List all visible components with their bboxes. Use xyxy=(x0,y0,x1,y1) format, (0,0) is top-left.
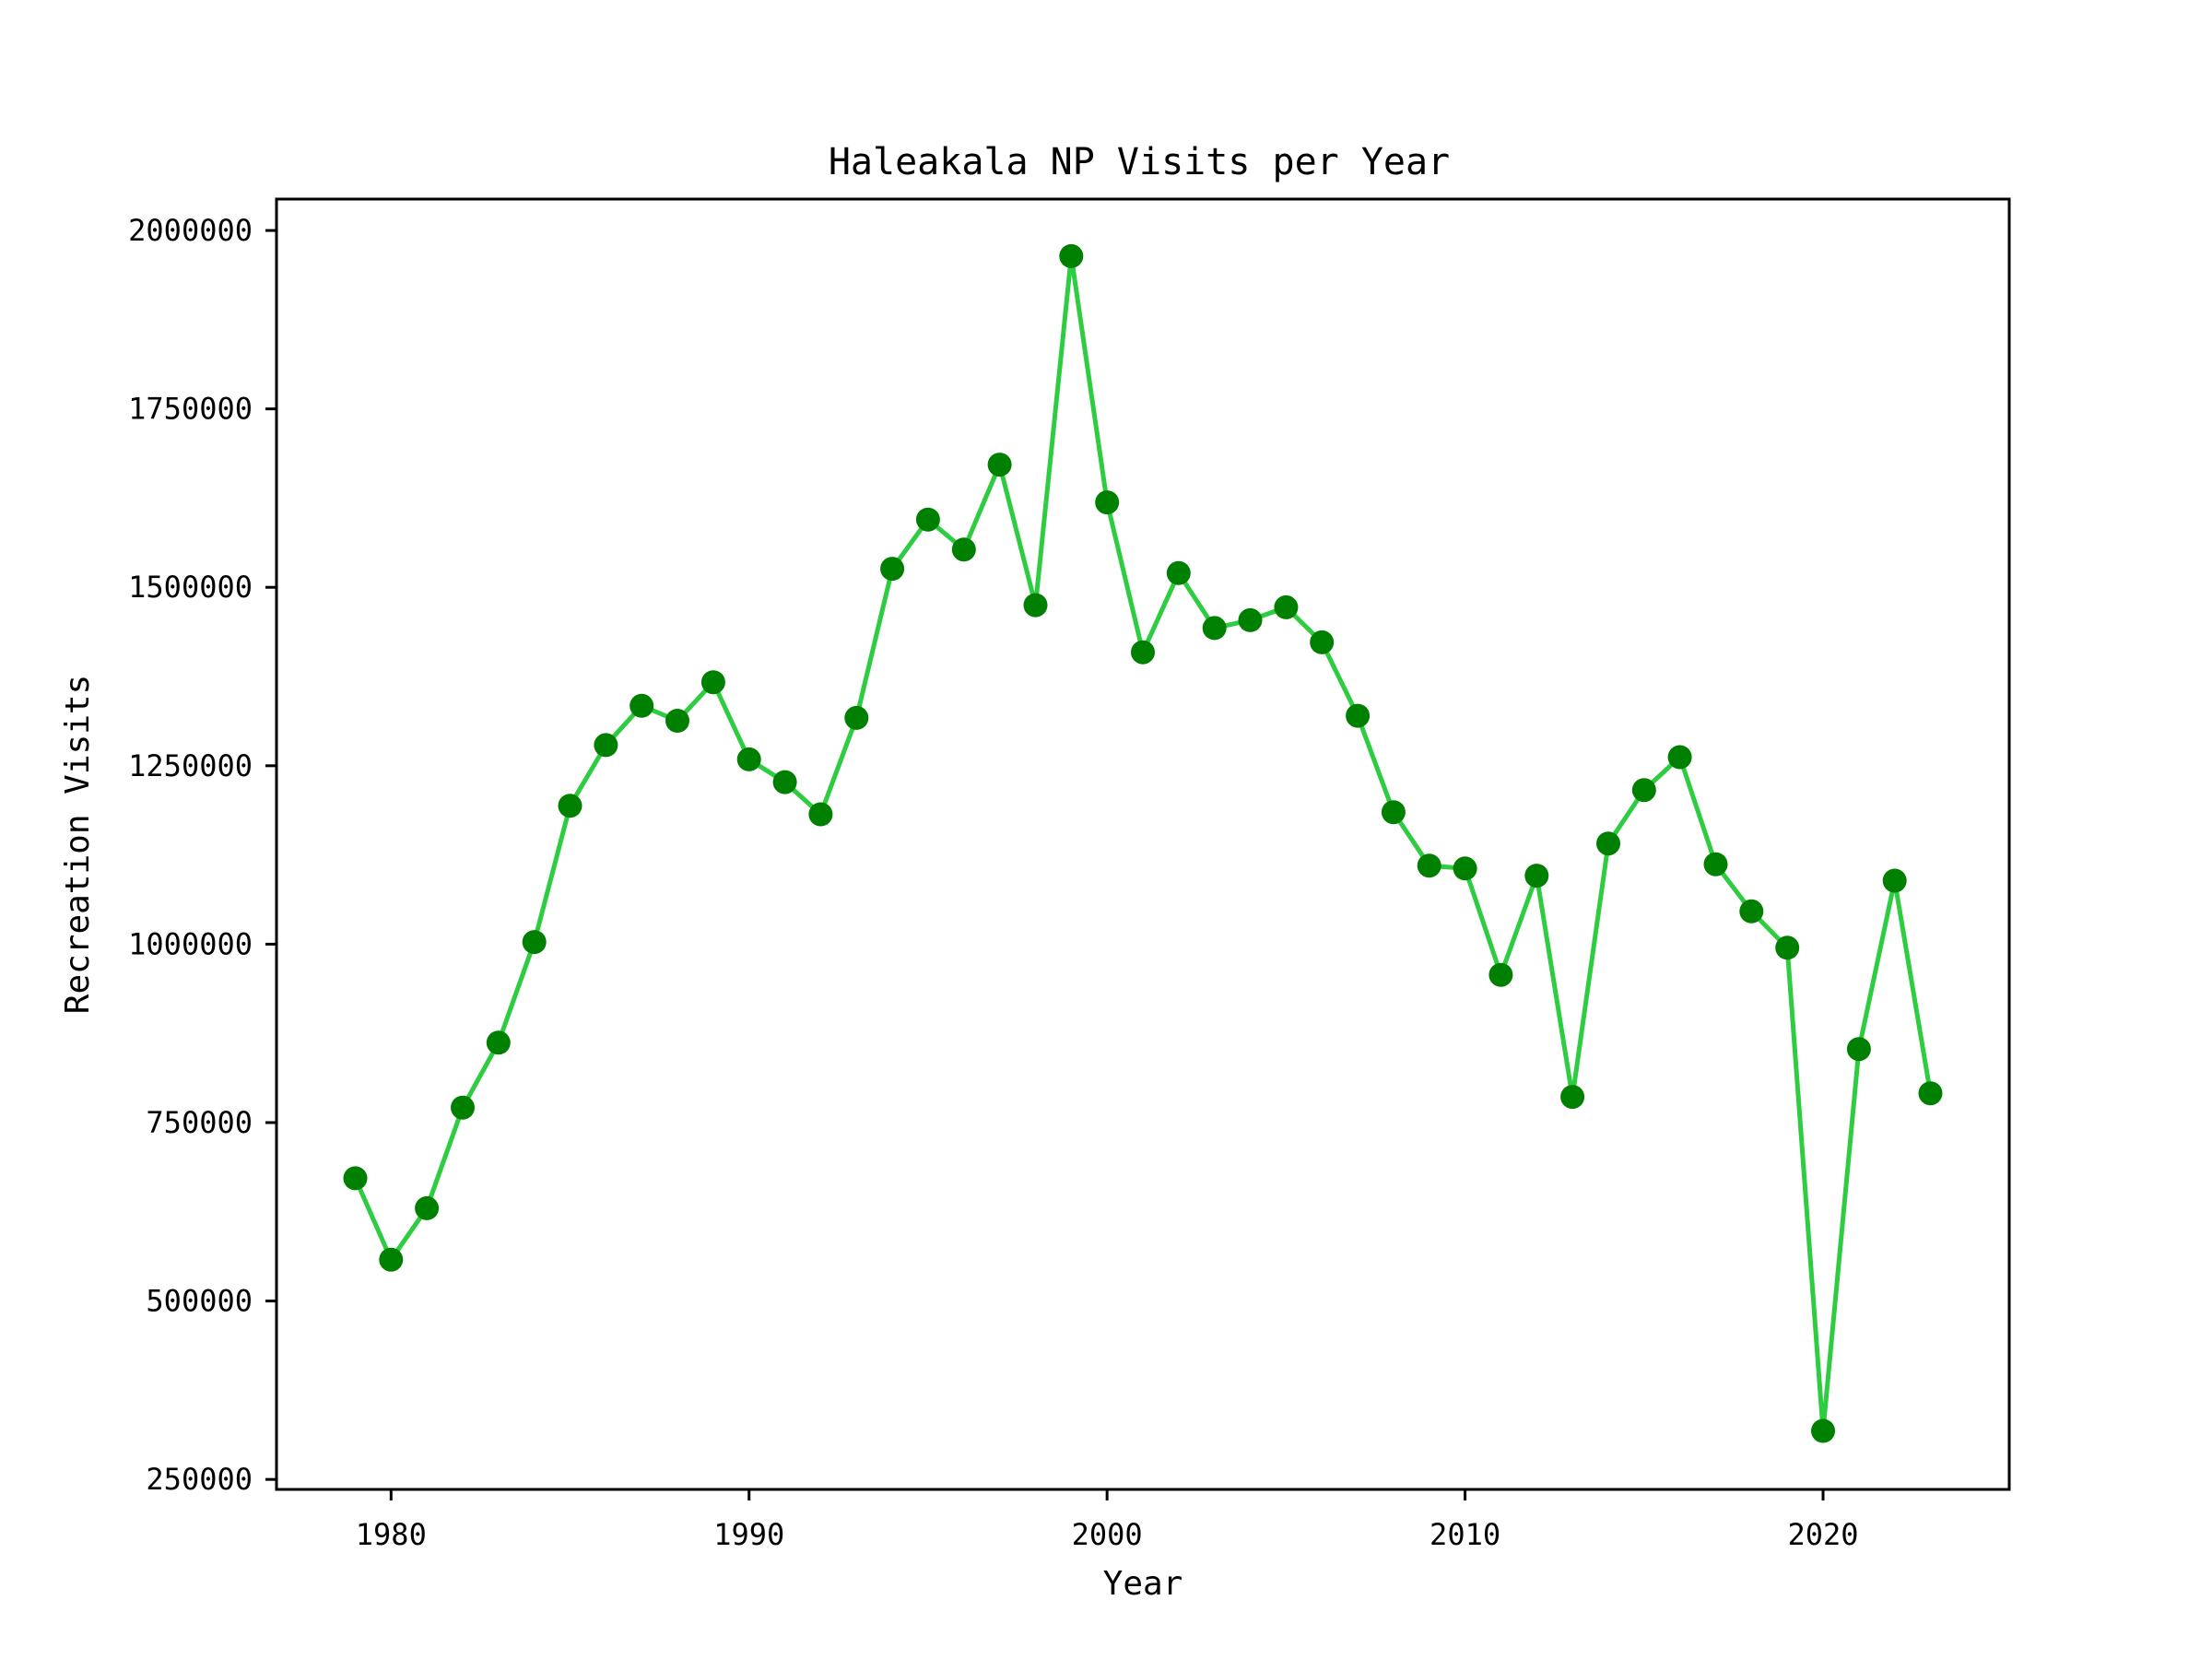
data-point-1995 xyxy=(915,507,940,532)
axes-frame xyxy=(275,197,2011,1491)
data-point-1994 xyxy=(880,557,905,582)
data-point-1980 xyxy=(379,1247,404,1272)
y-tick-label: 500000 xyxy=(146,1284,253,1319)
data-point-2023 xyxy=(1918,1081,1943,1106)
y-axis-label: Recreation Visits xyxy=(59,675,97,1014)
data-point-1982 xyxy=(451,1095,475,1120)
x-axis: 1980 1990 2000 2010 2020 xyxy=(356,1489,1859,1552)
data-point-2017 xyxy=(1703,852,1728,877)
data-point-2020 xyxy=(1811,1418,1835,1443)
y-tick-label: 2000000 xyxy=(128,213,253,248)
data-point-1987 xyxy=(629,693,654,718)
y-tick-label: 1500000 xyxy=(128,570,253,605)
data-point-2003 xyxy=(1202,616,1227,641)
data-point-2016 xyxy=(1667,745,1692,770)
data-point-2014 xyxy=(1596,831,1620,856)
data-point-2007 xyxy=(1346,703,1371,728)
data-point-1993 xyxy=(844,705,869,730)
data-point-2001 xyxy=(1131,640,1155,665)
data-point-2004 xyxy=(1238,607,1263,632)
data-point-1989 xyxy=(700,670,725,695)
data-point-2008 xyxy=(1381,800,1406,825)
data-point-2000 xyxy=(1095,490,1120,515)
data-point-1981 xyxy=(415,1195,440,1220)
y-tick-label: 250000 xyxy=(146,1462,253,1497)
data-point-2005 xyxy=(1274,594,1299,619)
data-point-2022 xyxy=(1882,868,1907,893)
data-point-2010 xyxy=(1453,856,1477,881)
data-point-1986 xyxy=(594,733,618,758)
x-axis-label: Year xyxy=(1103,1565,1183,1603)
series-markers xyxy=(343,243,1943,1443)
x-tick-label: 2010 xyxy=(1430,1517,1500,1552)
data-point-1991 xyxy=(772,770,797,794)
data-point-1983 xyxy=(486,1030,511,1055)
chart-title: Haleakala NP Visits per Year xyxy=(829,141,1450,183)
data-point-2019 xyxy=(1775,935,1800,960)
y-tick-label: 750000 xyxy=(146,1105,253,1140)
data-point-2011 xyxy=(1488,962,1513,987)
data-point-1988 xyxy=(665,709,689,733)
data-point-1999 xyxy=(1059,243,1084,268)
y-axis: 250000 500000 750000 1000000 1250000 1500000 1… xyxy=(128,213,276,1497)
x-tick-label: 1980 xyxy=(356,1517,427,1552)
data-point-1996 xyxy=(951,537,976,562)
data-point-2009 xyxy=(1417,853,1441,878)
data-point-2006 xyxy=(1310,629,1335,654)
data-point-1979 xyxy=(343,1166,368,1191)
x-tick-label: 2000 xyxy=(1072,1517,1143,1552)
y-tick-label: 1250000 xyxy=(128,748,253,783)
data-point-2015 xyxy=(1631,778,1656,803)
data-point-2021 xyxy=(1846,1037,1871,1062)
data-point-1984 xyxy=(522,930,547,955)
x-tick-label: 2020 xyxy=(1787,1517,1858,1552)
data-point-2002 xyxy=(1166,560,1191,585)
plot-area: 1980 1990 2000 2010 2020 250000 500000 750000 1… xyxy=(128,197,2011,1552)
data-point-1992 xyxy=(808,802,833,827)
data-point-1985 xyxy=(558,794,582,818)
data-point-1997 xyxy=(987,453,1012,477)
data-point-1990 xyxy=(736,747,761,771)
data-point-1998 xyxy=(1023,593,1048,618)
y-tick-label: 1000000 xyxy=(128,926,253,961)
x-tick-label: 1990 xyxy=(713,1517,784,1552)
data-point-2013 xyxy=(1560,1085,1585,1110)
y-tick-label: 1750000 xyxy=(128,392,253,427)
data-point-2012 xyxy=(1524,864,1549,888)
data-point-2018 xyxy=(1739,899,1764,924)
